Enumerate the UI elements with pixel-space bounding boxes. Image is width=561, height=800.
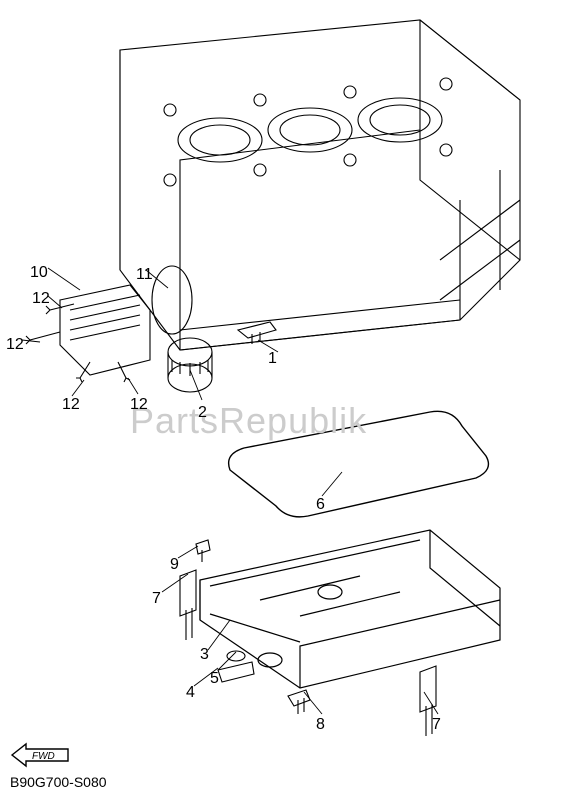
callout-12: 12 [32, 290, 50, 308]
callout-6: 6 [316, 496, 325, 514]
callout-16: 7 [432, 716, 441, 734]
callout-14: 12 [62, 396, 80, 414]
engine-line-art [0, 0, 561, 800]
part-code: B90G700-S080 [10, 774, 107, 790]
callout-2: 2 [198, 404, 207, 422]
fwd-label: FWD [32, 751, 55, 762]
callout-5: 5 [210, 670, 219, 688]
callout-1: 1 [268, 350, 277, 368]
callout-9: 9 [170, 556, 179, 574]
callout-11: 11 [136, 266, 153, 284]
fwd-arrow-badge: FWD [10, 742, 70, 768]
callout-4: 4 [186, 684, 195, 702]
callout-10: 10 [30, 264, 48, 282]
callout-7: 7 [152, 590, 161, 608]
callout-8: 8 [316, 716, 325, 734]
callout-15: 12 [130, 396, 148, 414]
diagram-canvas: PartsRepublik 1234567891011121212127 FWD… [0, 0, 561, 800]
callout-3: 3 [200, 646, 209, 664]
callout-13: 12 [6, 336, 24, 354]
